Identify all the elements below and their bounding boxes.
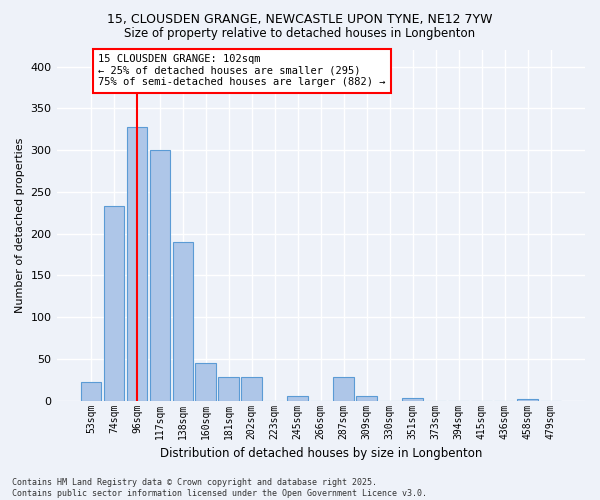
Y-axis label: Number of detached properties: Number of detached properties	[15, 138, 25, 313]
Text: 15, CLOUSDEN GRANGE, NEWCASTLE UPON TYNE, NE12 7YW: 15, CLOUSDEN GRANGE, NEWCASTLE UPON TYNE…	[107, 12, 493, 26]
Bar	[517, 399, 538, 400]
Text: 15 CLOUSDEN GRANGE: 102sqm
← 25% of detached houses are smaller (295)
75% of sem: 15 CLOUSDEN GRANGE: 102sqm ← 25% of deta…	[98, 54, 385, 88]
Bar	[287, 396, 308, 400]
Bar	[80, 382, 101, 400]
X-axis label: Distribution of detached houses by size in Longbenton: Distribution of detached houses by size …	[160, 447, 482, 460]
Bar	[334, 378, 354, 400]
Text: Size of property relative to detached houses in Longbenton: Size of property relative to detached ho…	[124, 28, 476, 40]
Bar	[127, 127, 147, 400]
Bar	[196, 363, 216, 401]
Bar	[356, 396, 377, 400]
Bar	[104, 206, 124, 400]
Bar	[218, 378, 239, 400]
Bar	[173, 242, 193, 400]
Bar	[241, 378, 262, 400]
Text: Contains HM Land Registry data © Crown copyright and database right 2025.
Contai: Contains HM Land Registry data © Crown c…	[12, 478, 427, 498]
Bar	[403, 398, 423, 400]
Bar	[149, 150, 170, 401]
